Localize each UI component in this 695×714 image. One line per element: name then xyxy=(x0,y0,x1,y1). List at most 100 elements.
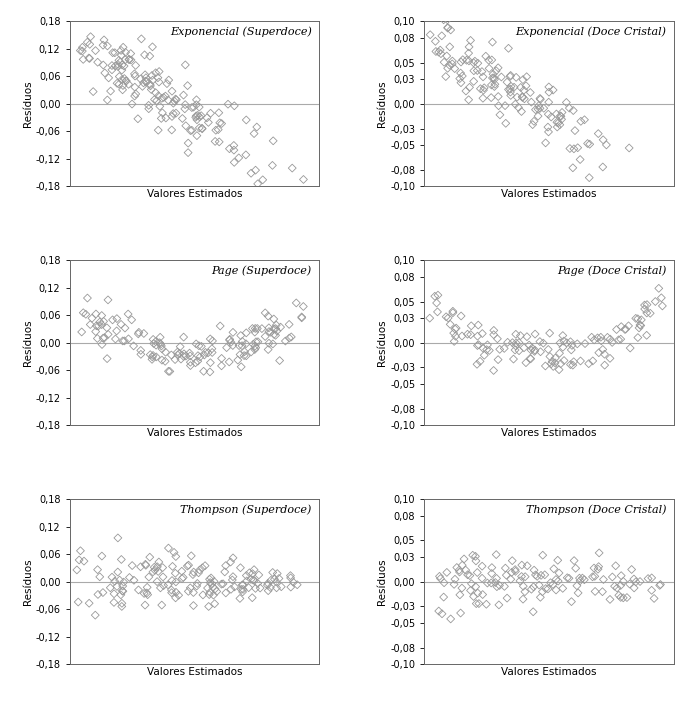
Point xyxy=(489,74,500,85)
Point xyxy=(298,174,309,185)
Point xyxy=(607,337,618,348)
Point xyxy=(597,161,608,173)
Point xyxy=(477,328,488,339)
Point xyxy=(540,137,551,149)
Point xyxy=(491,65,502,76)
Point xyxy=(247,338,259,350)
Point xyxy=(160,356,171,367)
Point xyxy=(530,344,541,356)
Point xyxy=(569,143,580,154)
Point xyxy=(477,343,489,354)
Point xyxy=(85,319,96,331)
Point xyxy=(550,357,561,368)
Point xyxy=(444,41,455,53)
Point xyxy=(493,599,505,610)
Point xyxy=(191,114,202,126)
Point xyxy=(260,307,271,318)
Point xyxy=(490,577,501,588)
Point xyxy=(486,562,498,573)
Point xyxy=(150,87,161,99)
Point xyxy=(265,575,277,586)
Point xyxy=(555,119,566,131)
Point xyxy=(623,320,634,331)
Point xyxy=(167,575,178,586)
Point xyxy=(296,311,307,323)
Point xyxy=(153,565,164,577)
Point xyxy=(525,353,537,365)
Point xyxy=(445,613,456,625)
Point xyxy=(133,326,145,338)
Point xyxy=(171,94,182,106)
Point xyxy=(263,326,275,337)
Point xyxy=(580,338,591,349)
Point xyxy=(512,91,523,103)
Point xyxy=(505,81,516,92)
Point xyxy=(654,580,665,591)
Point xyxy=(236,340,247,351)
Point xyxy=(126,99,138,110)
Point xyxy=(160,91,171,102)
Point xyxy=(184,348,195,359)
Point xyxy=(149,565,161,576)
Point xyxy=(445,318,456,330)
Point xyxy=(195,351,206,363)
Point xyxy=(505,84,516,95)
Point xyxy=(206,347,218,358)
Point xyxy=(575,356,586,367)
Point xyxy=(438,591,449,603)
X-axis label: Valores Estimados: Valores Estimados xyxy=(147,189,242,199)
Point xyxy=(166,86,177,97)
Point xyxy=(473,319,484,331)
Point xyxy=(442,22,453,34)
Text: Thompson (Superdoce): Thompson (Superdoce) xyxy=(181,504,312,515)
Point xyxy=(535,570,546,581)
Point xyxy=(518,84,530,96)
Point xyxy=(525,87,536,99)
Point xyxy=(199,349,210,361)
Point xyxy=(550,574,562,585)
Point xyxy=(645,308,656,319)
Point xyxy=(263,311,274,322)
Point xyxy=(145,80,156,91)
Point xyxy=(113,532,124,543)
Y-axis label: Resíduos: Resíduos xyxy=(22,81,33,127)
Point xyxy=(499,343,510,354)
Point xyxy=(479,82,490,94)
Point xyxy=(124,572,135,583)
Point xyxy=(518,593,529,605)
Point xyxy=(593,561,604,573)
Point xyxy=(513,102,524,114)
Point xyxy=(194,111,205,122)
Point xyxy=(568,356,579,368)
Point xyxy=(152,72,163,84)
Point xyxy=(249,564,260,575)
Point xyxy=(538,103,549,114)
Point xyxy=(477,589,488,600)
Point xyxy=(543,126,554,138)
Point xyxy=(280,336,291,347)
Point xyxy=(501,570,512,581)
Text: Page (Superdoce): Page (Superdoce) xyxy=(211,266,312,276)
Point xyxy=(166,124,177,136)
Point xyxy=(491,549,502,560)
Point xyxy=(216,578,227,590)
Point xyxy=(78,54,89,65)
Point xyxy=(602,331,613,343)
Point xyxy=(503,43,514,54)
Point xyxy=(517,91,528,103)
Point xyxy=(515,81,526,93)
Point xyxy=(118,576,129,588)
Point xyxy=(120,75,131,86)
Point xyxy=(265,326,276,338)
Point xyxy=(557,583,569,594)
Point xyxy=(229,156,240,168)
Point xyxy=(486,577,497,588)
Point xyxy=(518,580,529,592)
Point xyxy=(455,67,466,79)
Point xyxy=(207,335,218,346)
Point xyxy=(177,113,188,124)
Point xyxy=(494,343,505,355)
Point xyxy=(556,114,567,125)
Point xyxy=(163,579,174,590)
Point xyxy=(548,361,559,372)
